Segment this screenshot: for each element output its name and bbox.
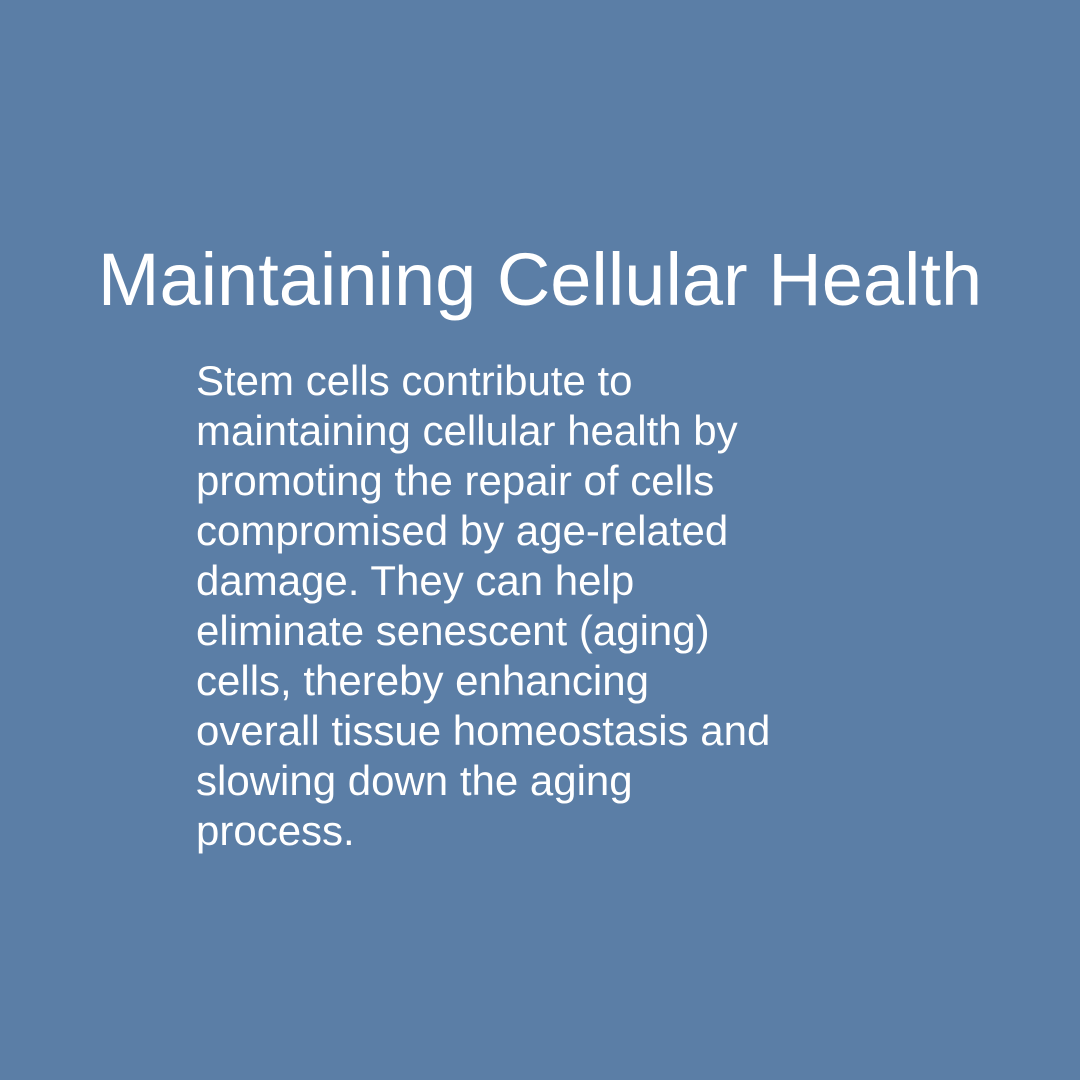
body-line: maintaining cellular health by: [196, 407, 738, 454]
slide-body: Stem cells contribute to maintaining cel…: [196, 356, 956, 856]
body-line: eliminate senescent (aging): [196, 607, 710, 654]
body-line: overall tissue homeostasis and: [196, 707, 771, 754]
body-line: compromised by age-related: [196, 507, 729, 554]
body-line: damage. They can help: [196, 557, 635, 604]
body-line: promoting the repair of cells: [196, 457, 715, 504]
slide-title: Maintaining Cellular Health: [97, 238, 983, 321]
body-line: cells, thereby enhancing: [196, 657, 649, 704]
body-line: Stem cells contribute to: [196, 357, 633, 404]
body-line: slowing down the aging: [196, 757, 633, 804]
body-line: process.: [196, 807, 355, 854]
